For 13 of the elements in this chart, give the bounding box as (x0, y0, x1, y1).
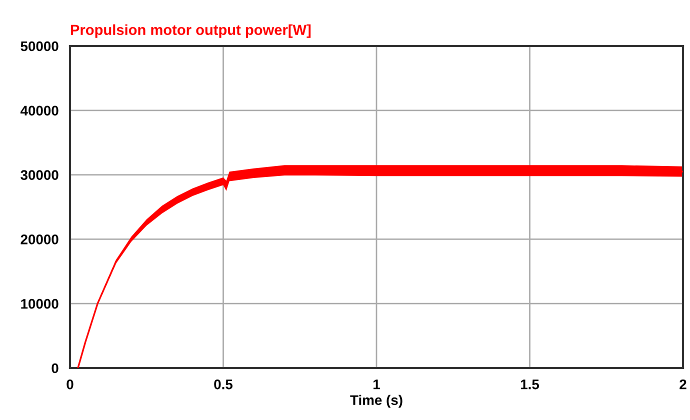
chart-title: Propulsion motor output power[W] (70, 24, 311, 38)
x-tick-label: 1 (374, 380, 380, 390)
y-tick-label: 50000 (20, 41, 58, 52)
y-tick-label: 10000 (21, 298, 58, 309)
y-tick-label: 20000 (20, 234, 58, 244)
y-tick-label: 0 (52, 363, 58, 374)
x-tick-label: 2 (680, 379, 686, 390)
x-tick-label: 0 (66, 379, 74, 390)
y-tick-label: 30000 (20, 170, 58, 180)
x-axis-title: Time (s) (350, 394, 402, 408)
x-tick-label: 1.5 (520, 380, 540, 390)
x-tick-label: 0.5 (214, 379, 233, 390)
y-tick-label: 40000 (20, 106, 58, 116)
